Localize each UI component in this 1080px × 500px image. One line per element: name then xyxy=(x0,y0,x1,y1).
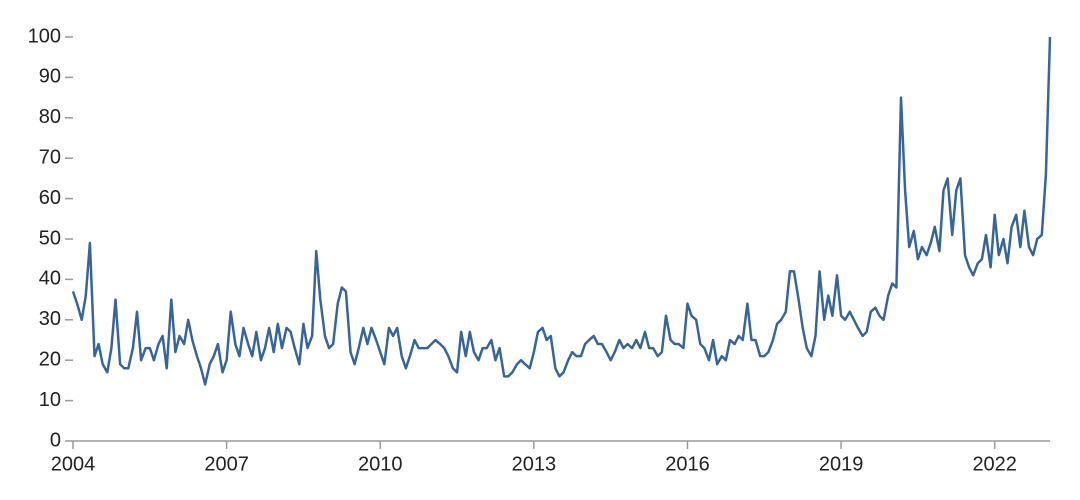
y-tick-label: 90 xyxy=(39,66,61,88)
x-tick-label: 2019 xyxy=(819,453,864,475)
x-tick-label: 2004 xyxy=(51,453,96,475)
y-tick-label: 20 xyxy=(39,348,61,370)
y-tick-label: 50 xyxy=(39,227,61,249)
y-tick-label: 0 xyxy=(50,429,61,451)
x-tick-label: 2016 xyxy=(665,453,710,475)
y-tick-label: 30 xyxy=(39,308,61,330)
x-tick-label: 2010 xyxy=(358,453,403,475)
y-tick-label: 100 xyxy=(28,25,61,47)
y-tick-label: 70 xyxy=(39,146,61,168)
y-tick-label: 10 xyxy=(39,389,61,411)
y-tick-label: 40 xyxy=(39,268,61,290)
x-tick-label: 2007 xyxy=(204,453,249,475)
x-tick-label: 2013 xyxy=(512,453,557,475)
x-tick-label: 2022 xyxy=(972,453,1017,475)
data-line xyxy=(71,36,1052,386)
y-tick-label: 60 xyxy=(39,187,61,209)
y-tick-label: 80 xyxy=(39,106,61,128)
